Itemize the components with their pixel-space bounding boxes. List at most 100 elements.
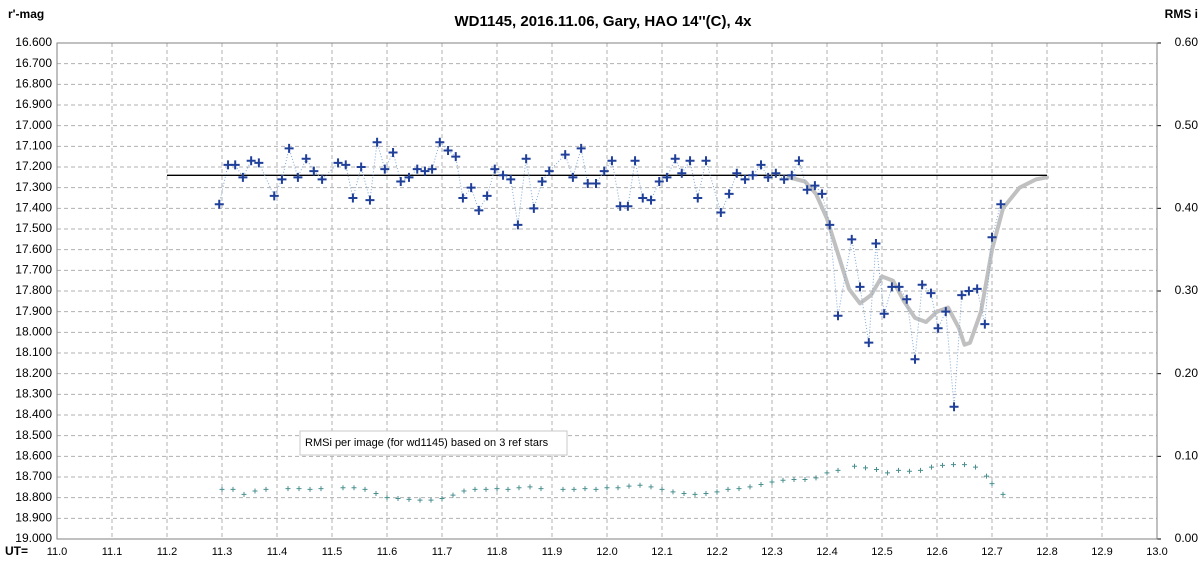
data-point — [604, 485, 610, 491]
x-tick-label: 12.8 — [1036, 546, 1057, 558]
y2-tick-label: 0.60 — [1175, 35, 1199, 49]
data-point — [506, 174, 516, 184]
y-tick-label: 16.700 — [15, 56, 52, 70]
x-tick-label: 11.1 — [102, 546, 123, 558]
data-point — [780, 477, 786, 483]
data-point — [230, 486, 236, 492]
data-point — [885, 470, 890, 476]
y-tick-label: 18.700 — [15, 469, 52, 483]
data-point — [591, 179, 601, 189]
data-point — [907, 468, 912, 474]
data-point — [427, 164, 437, 174]
y2-axis-label: RMS i — [1165, 7, 1198, 21]
series-line — [786, 175, 1049, 347]
x-tick-label: 12.4 — [816, 546, 837, 558]
y-axis-label: r'-mag — [8, 7, 44, 21]
data-point — [802, 476, 808, 482]
data-point — [521, 154, 531, 164]
data-point — [365, 195, 375, 205]
data-point — [576, 143, 586, 153]
y2-tick-label: 0.20 — [1175, 366, 1199, 380]
data-point — [902, 294, 912, 304]
y2-tick-label: 0.50 — [1175, 118, 1199, 132]
data-point — [716, 207, 726, 217]
data-point — [388, 148, 398, 158]
data-point — [450, 492, 456, 498]
data-point — [980, 319, 990, 329]
data-point — [317, 174, 327, 184]
data-point — [571, 486, 577, 492]
data-point — [973, 464, 978, 470]
data-point — [648, 484, 654, 490]
x-tick-label: 12.7 — [981, 546, 1002, 558]
data-point — [412, 164, 422, 174]
data-point — [498, 170, 508, 180]
data-point — [494, 486, 500, 492]
data-point — [833, 311, 843, 321]
y-tick-label: 18.400 — [15, 407, 52, 421]
data-point — [607, 156, 617, 166]
x-tick-label: 11.3 — [212, 546, 233, 558]
data-point — [285, 486, 291, 492]
x-tick-label: 12.0 — [596, 546, 617, 558]
x-tick-label: 11.0 — [47, 546, 68, 558]
y-tick-label: 17.900 — [15, 304, 52, 318]
data-point — [284, 143, 294, 153]
data-point — [670, 489, 676, 495]
data-point — [293, 172, 303, 182]
x-tick-label: 12.9 — [1091, 546, 1112, 558]
data-point — [560, 150, 570, 160]
data-point — [516, 485, 522, 491]
data-point — [771, 168, 781, 178]
data-point — [996, 199, 1006, 209]
data-point — [307, 486, 313, 492]
y-tick-label: 18.000 — [15, 325, 52, 339]
data-point — [472, 486, 478, 492]
data-point — [896, 467, 901, 473]
data-point — [763, 172, 773, 182]
data-point — [318, 486, 324, 492]
x-tick-label: 12.2 — [706, 546, 727, 558]
data-point — [957, 290, 967, 300]
data-point — [630, 156, 640, 166]
x-tick-label: 11.9 — [542, 546, 563, 558]
data-point — [301, 154, 311, 164]
data-point — [894, 282, 904, 292]
data-point — [263, 486, 269, 492]
data-point — [395, 495, 401, 501]
data-point — [681, 491, 687, 497]
data-point — [824, 470, 830, 476]
data-point — [372, 137, 382, 147]
data-point — [662, 172, 672, 182]
y-tick-label: 17.200 — [15, 159, 52, 173]
data-point — [238, 172, 248, 182]
data-point — [918, 467, 923, 473]
data-point — [659, 486, 665, 492]
data-point — [466, 183, 476, 193]
plot-border — [56, 42, 1158, 540]
y-tick-label: 17.800 — [15, 283, 52, 297]
data-point — [810, 181, 820, 191]
data-point — [701, 156, 711, 166]
data-point — [214, 199, 224, 209]
y-tick-label: 17.600 — [15, 242, 52, 256]
data-point — [654, 176, 664, 186]
data-point — [756, 160, 766, 170]
x-tick-label: 12.1 — [651, 546, 672, 558]
data-point — [740, 174, 750, 184]
data-point — [825, 220, 835, 230]
y2-tick-label: 0.30 — [1175, 283, 1199, 297]
y-tick-label: 18.900 — [15, 511, 52, 525]
y-tick-label: 16.900 — [15, 97, 52, 111]
data-point — [309, 166, 319, 176]
data-point — [483, 486, 489, 492]
y-tick-label: 17.300 — [15, 180, 52, 194]
data-point — [933, 323, 943, 333]
data-point — [230, 160, 240, 170]
data-point — [692, 491, 698, 497]
data-point — [443, 145, 453, 155]
x-tick-label: 12.3 — [761, 546, 782, 558]
annotation: RMSi per image (for wd1145) based on 3 r… — [305, 437, 549, 449]
data-point — [435, 137, 445, 147]
